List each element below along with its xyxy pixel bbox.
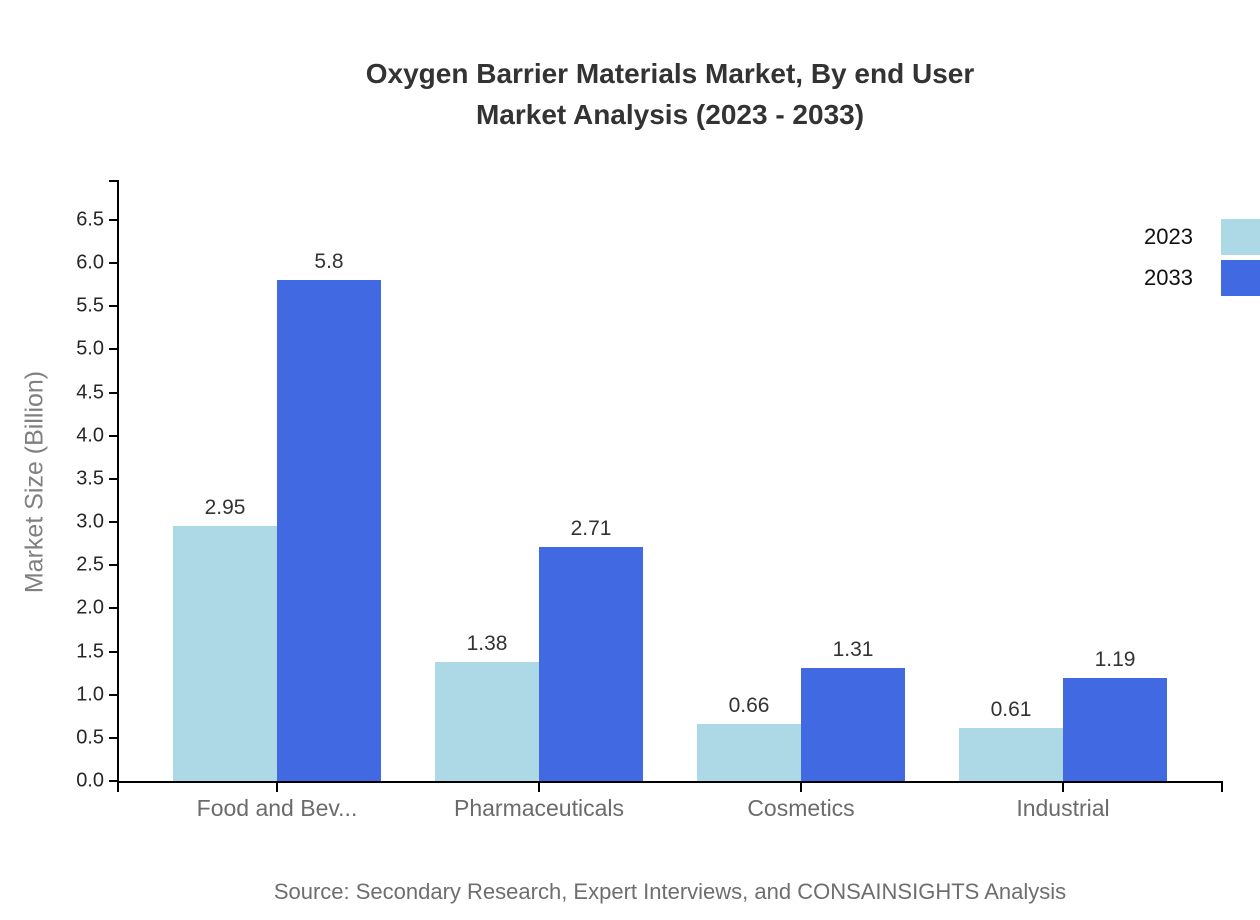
x-category-label: Cosmetics <box>747 795 855 821</box>
x-tick-mark <box>800 783 802 792</box>
legend-label: 2023 <box>1144 224 1193 249</box>
bar-2033-2 <box>801 667 905 781</box>
y-tick-mark <box>109 521 117 524</box>
y-tick-mark <box>109 348 117 351</box>
y-tick-mark <box>109 434 117 437</box>
y-tick-label: 6.0 <box>76 251 104 274</box>
bar-value-label: 2.95 <box>204 496 246 520</box>
bar-2023-0 <box>173 526 277 781</box>
legend-label: 2033 <box>1144 265 1193 290</box>
bar-value-label: 5.8 <box>314 250 344 274</box>
chart-title-line1: Oxygen Barrier Materials Market, By end … <box>365 58 975 89</box>
y-axis-end-tick <box>109 180 117 182</box>
x-axis-origin-tick <box>117 783 119 792</box>
y-tick-mark <box>109 262 117 265</box>
y-tick-mark <box>109 780 117 782</box>
x-tick-mark <box>1062 783 1064 792</box>
y-tick-label: 4.0 <box>76 424 104 447</box>
bar-value-label: 0.66 <box>728 694 770 718</box>
bar-2023-1 <box>435 661 539 781</box>
y-tick-label: 2.5 <box>76 553 104 576</box>
y-tick-label: 3.0 <box>76 510 104 533</box>
y-tick-mark <box>109 650 117 653</box>
legend-item-2023: 2023 <box>1144 218 1260 256</box>
y-tick-mark <box>109 305 117 308</box>
y-tick-label: 5.0 <box>76 337 104 360</box>
bar-2033-0 <box>277 280 381 781</box>
y-tick-mark <box>109 219 117 221</box>
y-tick-label: 6.5 <box>76 208 104 231</box>
y-tick-label: 0.0 <box>76 769 104 792</box>
y-tick-label: 3.5 <box>76 467 104 490</box>
bar-value-label: 0.61 <box>990 698 1032 722</box>
bar-value-label: 2.71 <box>570 517 612 541</box>
y-tick-mark <box>109 477 117 480</box>
y-tick-label: 1.5 <box>76 640 104 663</box>
y-tick-mark <box>109 564 117 567</box>
y-tick-label: 4.5 <box>76 381 104 404</box>
source-text: Source: Secondary Research, Expert Inter… <box>273 879 1067 904</box>
bar-value-label: 1.38 <box>466 631 508 655</box>
bar-2033-1 <box>539 547 643 781</box>
y-tick-mark <box>109 391 117 394</box>
legend-item-2033: 2033 <box>1144 259 1260 297</box>
bar-2023-3 <box>959 728 1063 781</box>
x-category-label: Food and Bev... <box>196 795 358 821</box>
y-tick-mark <box>109 693 117 696</box>
y-axis-line <box>117 180 119 783</box>
legend-swatch <box>1221 219 1260 255</box>
bar-2023-2 <box>697 724 801 781</box>
y-tick-label: 1.0 <box>76 683 104 706</box>
legend-swatch <box>1221 260 1260 296</box>
y-tick-label: 2.0 <box>76 596 104 619</box>
x-category-label: Industrial <box>1016 795 1110 821</box>
x-tick-mark <box>538 783 540 792</box>
bar-2033-3 <box>1063 678 1167 781</box>
y-tick-mark <box>109 607 117 610</box>
x-category-label: Pharmaceuticals <box>453 795 625 821</box>
chart-title: Oxygen Barrier Materials Market, By end … <box>80 53 1260 135</box>
bar-value-label: 1.31 <box>832 637 874 661</box>
chart-title-line2: Market Analysis (2023 - 2033) <box>475 99 865 130</box>
y-tick-label: 5.5 <box>76 294 104 317</box>
bar-value-label: 1.19 <box>1094 648 1136 672</box>
x-tick-mark <box>276 783 278 792</box>
y-tick-mark <box>109 736 117 739</box>
y-tick-label: 0.5 <box>76 726 104 749</box>
x-axis-line <box>117 781 1223 783</box>
x-axis-end-tick <box>1221 783 1223 792</box>
